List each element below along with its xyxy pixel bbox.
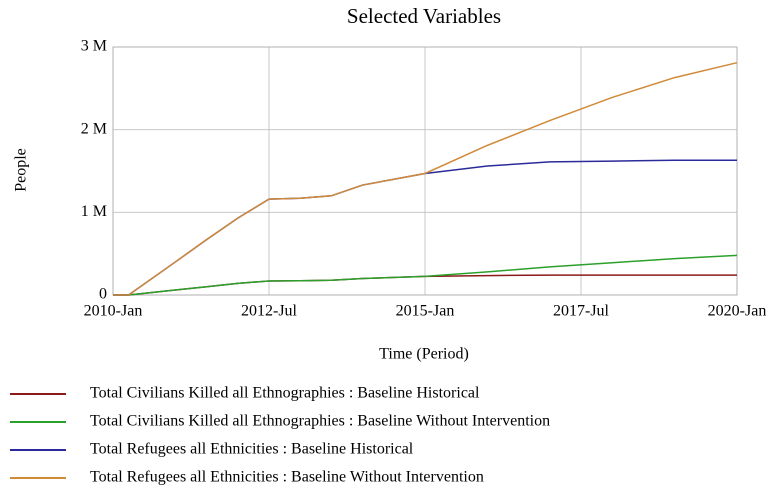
x-tick-label: 2012-Jul [241, 303, 298, 320]
series-line [113, 254, 738, 296]
x-tick-label: 2015-Jan [396, 303, 455, 320]
x-axis-label: Time (Period) [379, 346, 469, 363]
x-tick-label: 2010-Jan [84, 303, 143, 320]
legend-label: Total Refugees all Ethnicities : Baselin… [90, 469, 484, 486]
y-axis-label: People [13, 148, 30, 192]
plot-frame [112, 46, 738, 296]
y-tick-label: 0 [99, 286, 107, 303]
series-line [113, 61, 738, 296]
legend-label: Total Civilians Killed all Ethnographies… [90, 385, 480, 402]
y-tick-label: 1 M [81, 203, 107, 220]
y-tick-label: 2 M [81, 120, 107, 137]
chart-title: Selected Variables [347, 4, 501, 28]
y-tick-label: 3 M [81, 38, 107, 55]
x-tick-label: 2020-Jan [708, 303, 767, 320]
legend-label: Total Civilians Killed all Ethnographies… [90, 413, 550, 430]
legend-label: Total Refugees all Ethnicities : Baselin… [90, 441, 414, 458]
x-tick-label: 2017-Jul [553, 303, 610, 320]
